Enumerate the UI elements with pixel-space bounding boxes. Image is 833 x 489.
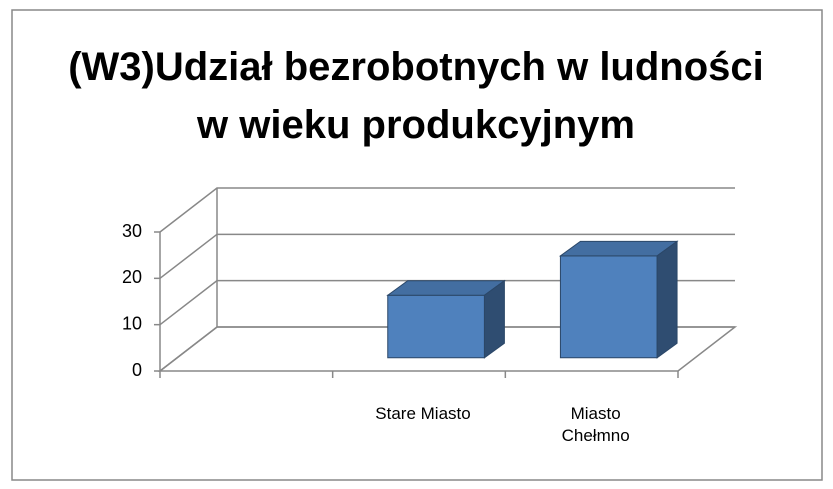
chart-title: (W3)Udział bezrobotnych w ludności w wie… [68, 45, 764, 147]
bar-front [559, 255, 658, 359]
grid-line [159, 187, 735, 233]
bar-front [387, 294, 485, 359]
y-tick-label: 0 [132, 360, 142, 380]
bar [386, 279, 506, 359]
bar-side [483, 279, 505, 359]
bar-side [656, 240, 678, 359]
x-tick-label: Stare Miasto [375, 404, 471, 423]
y-tick-label: 30 [122, 221, 142, 241]
y-tick-label: 10 [122, 313, 142, 333]
x-tick-label: Miasto Chełmno [561, 404, 630, 445]
chart-border [11, 9, 823, 481]
y-tick-label: 20 [122, 267, 142, 287]
bar [558, 240, 679, 359]
grid-line [159, 233, 735, 279]
